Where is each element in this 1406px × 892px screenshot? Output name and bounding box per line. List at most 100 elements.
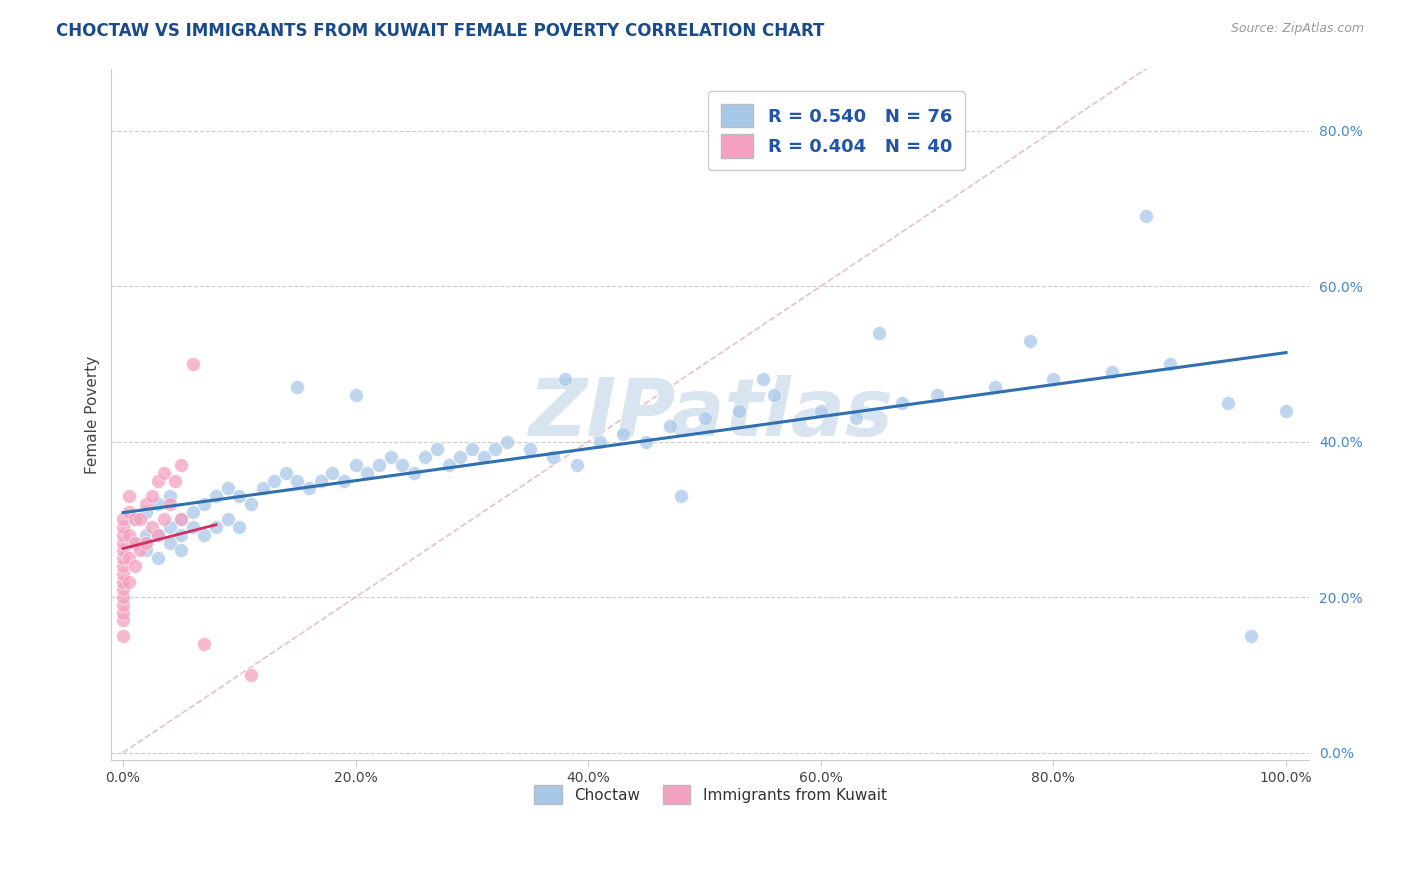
Point [543,450,565,465]
Point [170,543,193,558]
Y-axis label: Female Poverty: Female Poverty [86,355,100,474]
Text: CHOCTAW VS IMMIGRANTS FROM KUWAIT FEMALE POVERTY CORRELATION CHART: CHOCTAW VS IMMIGRANTS FROM KUWAIT FEMALE… [56,22,824,40]
Point [159,535,181,549]
Point [449,450,471,465]
Point [693,411,716,425]
Point [112,598,135,612]
Point [112,590,135,604]
Point [554,372,576,386]
Point [461,442,484,457]
Point [927,388,949,402]
Point [287,380,309,394]
Point [146,551,169,566]
Point [565,458,588,472]
Point [112,582,135,597]
Point [636,434,658,449]
Point [146,474,169,488]
Point [589,434,612,449]
Point [165,474,187,488]
Point [751,372,773,386]
Point [170,528,193,542]
Point [309,474,332,488]
Point [810,403,832,417]
Point [124,535,146,549]
Point [146,528,169,542]
Point [112,566,135,581]
Point [135,535,157,549]
Point [217,481,239,495]
Point [252,481,274,495]
Point [129,512,152,526]
Point [239,668,262,682]
Point [437,458,460,472]
Point [112,606,135,620]
Point [891,396,914,410]
Point [228,520,250,534]
Point [112,559,135,574]
Point [287,474,309,488]
Point [159,489,181,503]
Point [344,458,367,472]
Point [228,489,250,503]
Point [263,474,285,488]
Point [181,520,204,534]
Point [181,505,204,519]
Point [984,380,1007,394]
Point [159,520,181,534]
Point [495,434,517,449]
Point [671,489,693,503]
Point [1275,403,1298,417]
Point [112,543,135,558]
Point [1042,372,1064,386]
Point [274,466,297,480]
Point [124,512,146,526]
Point [124,512,146,526]
Point [484,442,506,457]
Point [868,326,890,340]
Point [298,481,321,495]
Point [112,614,135,628]
Point [118,574,141,589]
Point [124,535,146,549]
Point [112,574,135,589]
Point [118,489,141,503]
Point [112,512,135,526]
Point [1240,629,1263,643]
Point [152,466,174,480]
Point [728,403,751,417]
Point [135,505,157,519]
Point [763,388,786,402]
Point [239,497,262,511]
Point [356,466,378,480]
Text: ZIPatlas: ZIPatlas [527,376,893,453]
Point [170,512,193,526]
Point [124,559,146,574]
Point [141,489,163,503]
Point [135,543,157,558]
Point [519,442,541,457]
Point [321,466,343,480]
Point [380,450,402,465]
Point [391,458,413,472]
Point [135,528,157,542]
Point [1101,365,1123,379]
Point [118,551,141,566]
Point [402,466,425,480]
Point [367,458,389,472]
Point [415,450,437,465]
Point [159,497,181,511]
Point [1019,334,1042,348]
Point [170,458,193,472]
Point [658,419,681,434]
Point [129,543,152,558]
Point [1216,396,1239,410]
Point [193,497,215,511]
Point [612,426,634,441]
Point [217,512,239,526]
Point [1135,209,1157,223]
Point [112,535,135,549]
Point [426,442,449,457]
Point [141,520,163,534]
Point [118,528,141,542]
Point [146,497,169,511]
